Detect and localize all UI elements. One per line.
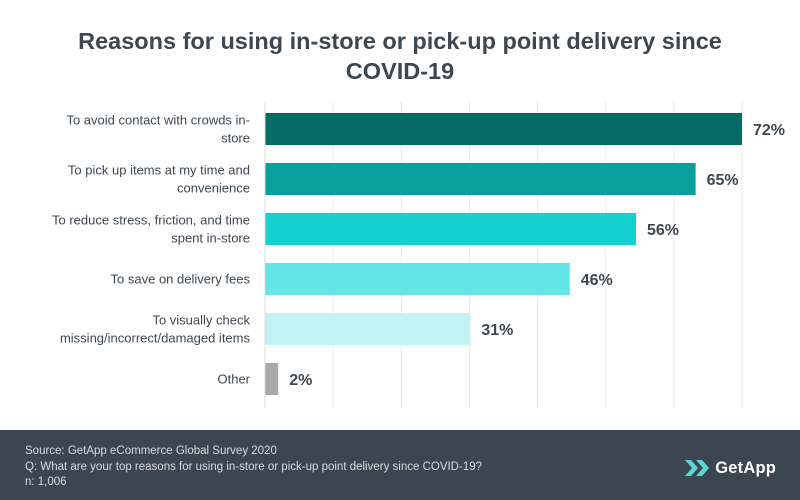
category-label: spent in-store <box>171 231 250 246</box>
chart-title-line-1: Reasons for using in-store or pick-up po… <box>78 28 722 54</box>
value-label: 72% <box>753 122 785 139</box>
bar <box>265 263 570 295</box>
category-label: missing/incorrect/damaged items <box>60 331 251 346</box>
bar <box>265 363 279 395</box>
value-label: 46% <box>581 272 613 289</box>
bar <box>265 313 471 345</box>
category-label: Other <box>217 372 250 387</box>
bar <box>265 113 742 145</box>
category-label: To save on delivery fees <box>111 272 251 287</box>
category-label: To reduce stress, friction, and time <box>52 213 250 228</box>
getapp-logo-text: GetApp <box>715 458 776 477</box>
category-label: To visually check <box>152 313 250 328</box>
source-note: Source: GetApp eCommerce Global Survey 2… <box>25 445 277 457</box>
category-label: To avoid contact with crowds in- <box>66 113 250 128</box>
category-label: convenience <box>177 181 250 196</box>
value-label: 56% <box>647 222 679 239</box>
bar-chart: 72% To avoid contact with crowds in-store… <box>52 102 785 408</box>
bar <box>265 213 636 245</box>
survey-question: Q: What are your top reasons for using i… <box>25 460 483 473</box>
sample-size: n: 1,006 <box>25 476 67 488</box>
getapp-chevrons-icon <box>685 460 710 476</box>
category-label: To pick up items at my time and <box>68 163 250 178</box>
category-label: store <box>221 131 250 146</box>
value-label: 31% <box>481 322 513 339</box>
footer: Source: GetApp eCommerce Global Survey 2… <box>0 430 800 500</box>
value-label: 65% <box>707 172 739 189</box>
chart-title-line-2: COVID-19 <box>345 58 455 84</box>
value-label: 2% <box>289 372 312 389</box>
getapp-logo: GetApp <box>685 458 776 478</box>
chart-title: Reasons for using in-store or pick-up po… <box>0 26 800 86</box>
bar <box>265 163 696 195</box>
